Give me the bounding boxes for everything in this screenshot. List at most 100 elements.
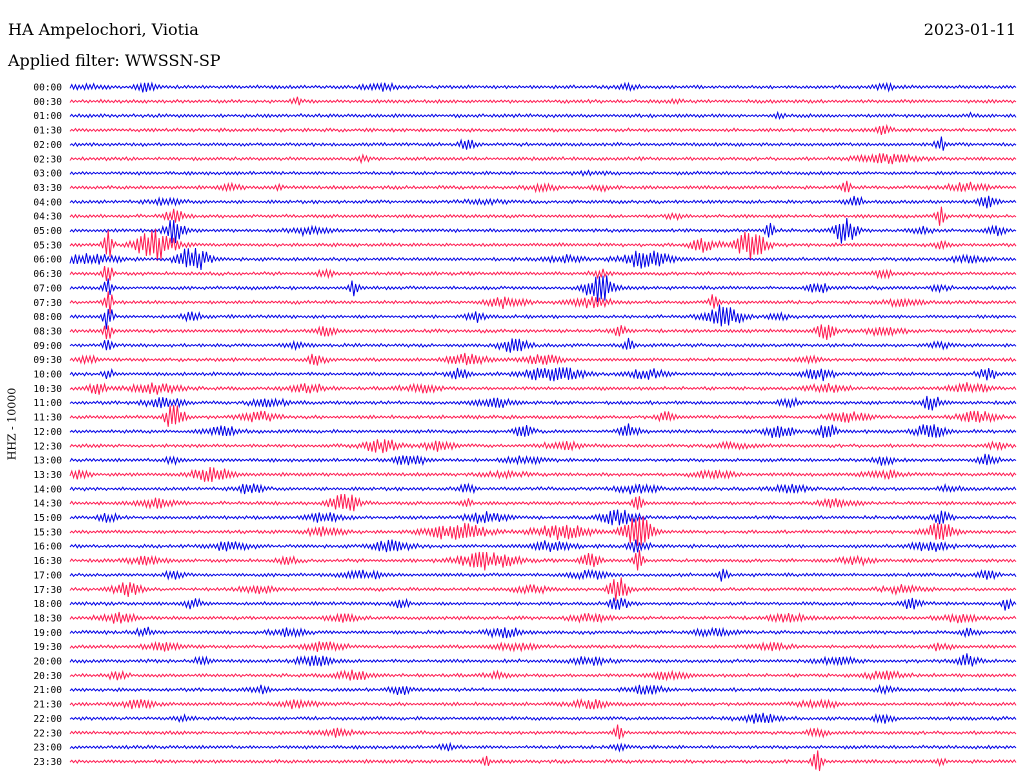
row-label-0900: 09:00 — [33, 341, 62, 352]
row-label-0100: 01:00 — [33, 111, 62, 122]
row-label-0700: 07:00 — [33, 283, 62, 294]
trace-0500 — [69, 218, 1017, 244]
trace-0400 — [69, 195, 1017, 209]
row-label-1300: 13:00 — [33, 456, 62, 467]
trace-1400 — [69, 482, 1017, 495]
row-label-0730: 07:30 — [33, 298, 62, 309]
trace-1800 — [69, 597, 1017, 611]
trace-1330 — [69, 466, 1017, 483]
row-label-2000: 20:00 — [33, 657, 62, 668]
trace-2100 — [69, 683, 1017, 696]
row-label-1800: 18:00 — [33, 599, 62, 610]
row-label-2300: 23:00 — [33, 743, 62, 754]
trace-0330 — [69, 180, 1017, 194]
trace-0000 — [69, 81, 1017, 93]
trace-2000 — [69, 653, 1017, 667]
row-label-1600: 16:00 — [33, 542, 62, 553]
row-label-1200: 12:00 — [33, 427, 62, 438]
trace-0830 — [69, 324, 1017, 340]
trace-1230 — [69, 439, 1017, 454]
trace-0930 — [69, 352, 1017, 366]
trace-0200 — [69, 136, 1017, 151]
row-label-1330: 13:30 — [33, 470, 62, 481]
station-title: HA Ampelochori, Viotia — [8, 20, 199, 39]
row-label-1630: 16:30 — [33, 556, 62, 567]
row-label-1030: 10:30 — [33, 384, 62, 395]
trace-1600 — [69, 539, 1017, 553]
trace-0130 — [69, 123, 1017, 136]
trace-2330 — [69, 750, 1017, 772]
row-label-0030: 00:30 — [33, 97, 62, 108]
trace-2300 — [69, 741, 1017, 753]
trace-1830 — [69, 611, 1017, 624]
trace-0700 — [69, 275, 1017, 303]
trace-1730 — [69, 577, 1017, 601]
row-label-0330: 03:30 — [33, 183, 62, 194]
row-label-1000: 10:00 — [33, 370, 62, 381]
trace-0230 — [69, 152, 1017, 165]
trace-0600 — [69, 248, 1017, 271]
row-label-1830: 18:30 — [33, 613, 62, 624]
row-label-1230: 12:30 — [33, 441, 62, 452]
row-label-1530: 15:30 — [33, 527, 62, 538]
trace-1530 — [69, 516, 1017, 546]
trace-1300 — [69, 453, 1017, 467]
row-label-2030: 20:30 — [33, 671, 62, 682]
trace-0030 — [69, 96, 1017, 106]
trace-0300 — [69, 169, 1017, 178]
row-label-1900: 19:00 — [33, 628, 62, 639]
row-label-1730: 17:30 — [33, 585, 62, 596]
trace-1130 — [69, 404, 1017, 427]
row-label-0530: 05:30 — [33, 240, 62, 251]
row-label-2130: 21:30 — [33, 700, 62, 711]
date-label: 2023-01-11 — [923, 20, 1016, 39]
row-label-1930: 19:30 — [33, 642, 62, 653]
trace-0430 — [69, 206, 1017, 226]
row-label-0400: 04:00 — [33, 197, 62, 208]
trace-1000 — [69, 367, 1017, 382]
row-label-2200: 22:00 — [33, 714, 62, 725]
trace-1930 — [69, 640, 1017, 653]
row-label-2330: 23:30 — [33, 757, 62, 768]
trace-0530 — [69, 228, 1017, 262]
trace-0730 — [69, 291, 1017, 314]
row-label-0000: 00:00 — [33, 83, 62, 94]
trace-1030 — [69, 382, 1017, 395]
trace-1500 — [69, 509, 1017, 526]
trace-2030 — [69, 669, 1017, 682]
row-label-2100: 21:00 — [33, 685, 62, 696]
row-label-1400: 14:00 — [33, 484, 62, 495]
trace-1900 — [69, 626, 1017, 639]
trace-1430 — [69, 493, 1017, 512]
row-label-0630: 06:30 — [33, 269, 62, 280]
row-label-1130: 11:30 — [33, 413, 62, 424]
row-label-2230: 22:30 — [33, 728, 62, 739]
row-label-0200: 02:00 — [33, 140, 62, 151]
trace-2230 — [69, 724, 1017, 740]
trace-1100 — [69, 395, 1017, 411]
filter-label: Applied filter: WWSSN-SP — [8, 51, 221, 70]
row-label-0830: 08:30 — [33, 326, 62, 337]
row-label-0430: 04:30 — [33, 212, 62, 223]
trace-2130 — [69, 698, 1017, 710]
row-label-0130: 01:30 — [33, 126, 62, 137]
row-label-0230: 02:30 — [33, 154, 62, 165]
row-label-0300: 03:00 — [33, 169, 62, 180]
trace-0630 — [69, 266, 1017, 281]
row-label-1700: 17:00 — [33, 570, 62, 581]
trace-0100 — [69, 110, 1017, 121]
row-label-1100: 11:00 — [33, 398, 62, 409]
trace-1630 — [69, 550, 1017, 571]
row-label-0800: 08:00 — [33, 312, 62, 323]
trace-2200 — [69, 712, 1017, 724]
trace-1700 — [69, 568, 1017, 582]
row-label-1500: 15:00 — [33, 513, 62, 524]
trace-1200 — [69, 423, 1017, 438]
row-label-0500: 05:00 — [33, 226, 62, 237]
trace-0900 — [69, 337, 1017, 353]
row-label-0930: 09:30 — [33, 355, 62, 366]
row-label-0600: 06:00 — [33, 255, 62, 266]
row-label-1430: 14:30 — [33, 499, 62, 510]
trace-0800 — [69, 304, 1017, 330]
